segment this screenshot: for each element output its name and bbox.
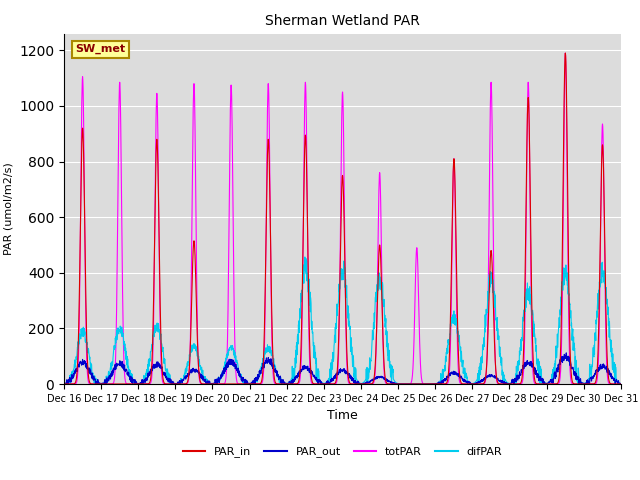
PAR_in — [561, 50, 569, 56]
Legend: PAR_in, PAR_out, totPAR, difPAR: PAR_in, PAR_out, totPAR, difPAR — [178, 442, 507, 462]
difPAR — [568, 337, 576, 343]
PAR_out — [358, 381, 366, 386]
difPAR — [505, 380, 513, 386]
difPAR — [216, 375, 223, 381]
PAR_in — [371, 372, 378, 377]
PAR_in — [568, 378, 576, 384]
totPAR — [617, 381, 625, 387]
Text: SW_met: SW_met — [75, 44, 125, 54]
PAR_in — [358, 381, 366, 387]
PAR_in — [216, 381, 223, 387]
Line: totPAR: totPAR — [64, 53, 621, 384]
PAR_in — [504, 381, 512, 387]
totPAR — [60, 381, 68, 387]
totPAR — [584, 381, 591, 387]
difPAR — [617, 381, 625, 386]
PAR_out — [584, 380, 591, 385]
difPAR — [301, 254, 308, 260]
difPAR — [584, 378, 591, 384]
PAR_in — [60, 381, 68, 387]
Line: PAR_out: PAR_out — [64, 353, 621, 384]
difPAR — [359, 380, 367, 386]
PAR_out — [617, 381, 625, 386]
PAR_out — [216, 380, 223, 385]
totPAR — [371, 377, 378, 383]
totPAR — [504, 381, 512, 387]
totPAR — [358, 381, 366, 387]
PAR_out — [392, 381, 400, 387]
PAR_out — [568, 365, 576, 371]
Title: Sherman Wetland PAR: Sherman Wetland PAR — [265, 14, 420, 28]
PAR_in — [617, 381, 625, 387]
PAR_in — [413, 381, 420, 387]
PAR_out — [371, 375, 378, 381]
PAR_in — [584, 381, 591, 387]
totPAR — [561, 50, 569, 56]
PAR_out — [60, 381, 68, 386]
PAR_out — [504, 381, 512, 386]
PAR_out — [563, 350, 570, 356]
Line: difPAR: difPAR — [64, 257, 621, 384]
Line: PAR_in: PAR_in — [64, 53, 621, 384]
totPAR — [568, 381, 576, 386]
totPAR — [216, 381, 223, 387]
X-axis label: Time: Time — [327, 409, 358, 422]
difPAR — [413, 381, 421, 387]
Y-axis label: PAR (umol/m2/s): PAR (umol/m2/s) — [4, 162, 13, 255]
totPAR — [394, 381, 402, 387]
difPAR — [371, 313, 379, 319]
difPAR — [60, 381, 68, 387]
